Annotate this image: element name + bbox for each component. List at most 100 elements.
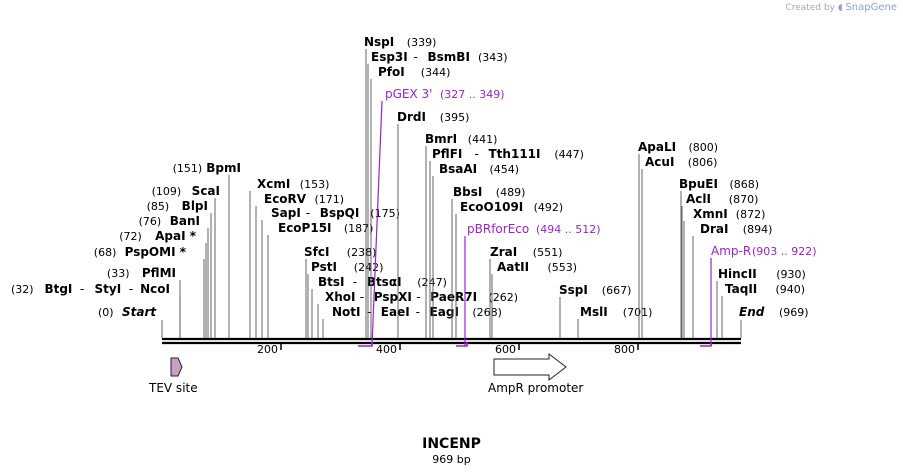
- map-length: 969 bp: [432, 453, 471, 466]
- site-separator: -: [414, 50, 418, 64]
- site-position: (551): [533, 246, 563, 259]
- ampr-promoter-label: AmpR promoter: [488, 381, 583, 395]
- site-name: HincII: [718, 267, 757, 281]
- site-name: EcoRV: [264, 192, 307, 206]
- primer-name: pGEX 3': [385, 87, 432, 101]
- site-position: (454): [490, 163, 520, 176]
- site-separator: -: [80, 282, 84, 296]
- site-name: SapI: [271, 206, 301, 220]
- site-name: SfcI: [304, 245, 329, 259]
- site-position: (447): [554, 148, 584, 161]
- scale-tick-label: 400: [376, 343, 397, 356]
- scale-tick-label: 200: [257, 343, 278, 356]
- site-separator: -: [416, 290, 420, 304]
- credit-brand: SnapGene: [845, 2, 897, 13]
- site-name: PflMI: [142, 266, 176, 280]
- site-position: (187): [344, 222, 374, 235]
- site-position: (441): [468, 133, 498, 146]
- site-position: (109): [152, 185, 182, 198]
- site-name: ApaLI: [638, 140, 676, 154]
- site-name: ZraI: [490, 245, 517, 259]
- primer-name: pBRforEco: [467, 222, 529, 236]
- primer-range: (494 .. 512): [536, 223, 601, 236]
- site-position: (68): [94, 246, 117, 259]
- start-position: (0): [98, 306, 114, 319]
- site-separator: -: [475, 147, 479, 161]
- site-name: EcoP15I: [278, 221, 332, 235]
- site-name: XhoI: [325, 290, 356, 304]
- site-name: PstI: [311, 260, 337, 274]
- site-position: (553): [548, 261, 578, 274]
- site-name: Esp3I: [371, 50, 408, 64]
- site-position: (242): [354, 261, 384, 274]
- site-name: BpmI: [206, 161, 241, 175]
- site-name: PfoI: [378, 65, 405, 79]
- site-name: DraI: [700, 222, 728, 236]
- site-position: (339): [407, 36, 437, 49]
- site-position: (806): [688, 156, 718, 169]
- site-name: EaeI: [381, 305, 410, 319]
- credit-prefix: Created by: [785, 3, 835, 13]
- tev-site-label: TEV site: [148, 381, 198, 395]
- map-title: INCENP: [422, 436, 481, 452]
- site-position: (85): [147, 200, 170, 213]
- site-position: (343): [478, 51, 508, 64]
- site-position: (395): [440, 111, 470, 124]
- site-name: BanI: [170, 214, 200, 228]
- site-separator: -: [306, 206, 310, 220]
- primer-binding-mark: [456, 342, 468, 347]
- site-name: ScaI: [192, 184, 220, 198]
- site-name: MslI: [580, 305, 608, 319]
- site-name: BsmBI: [428, 50, 470, 64]
- scale-tick-label: 800: [614, 343, 635, 356]
- site-name: SspI: [559, 283, 588, 297]
- tev-site-arrow: [170, 357, 183, 377]
- site-position: (800): [689, 141, 719, 154]
- end-position: (969): [779, 306, 809, 319]
- site-position: (930): [776, 268, 806, 281]
- site-name: StyI: [95, 282, 122, 296]
- site-name: PflFI: [432, 147, 462, 161]
- site-name: BsaAI: [439, 162, 477, 176]
- primer-connector: [371, 100, 383, 347]
- site-position: (72): [119, 230, 142, 243]
- site-name: PaeR7I: [430, 290, 477, 304]
- site-name: BlpI: [182, 199, 208, 213]
- site-name: NspI: [364, 35, 394, 49]
- site-name: EagI: [430, 305, 459, 319]
- primer-range: (903 .. 922): [752, 245, 817, 258]
- site-position: (868): [730, 178, 760, 191]
- site-name: DrdI: [397, 110, 426, 124]
- site-separator: -: [353, 275, 357, 289]
- site-position: (268): [472, 306, 502, 319]
- site-position: (153): [300, 178, 330, 191]
- snapgene-credit: Created by ◖ SnapGene: [785, 2, 897, 13]
- primer-name: Amp-R: [711, 244, 751, 258]
- site-position: (238): [347, 246, 377, 259]
- site-name: AatII: [497, 260, 529, 274]
- site-separator: -: [416, 305, 420, 319]
- site-name: XmnI: [693, 207, 728, 221]
- site-name: BpuEI: [679, 177, 718, 191]
- site-name: BtsαI: [367, 275, 402, 289]
- site-name: AcuI: [645, 155, 674, 169]
- site-name: NotI: [332, 305, 361, 319]
- site-position: (667): [602, 284, 632, 297]
- site-position: (870): [729, 193, 759, 206]
- snapgene-logo-icon: ◖: [837, 3, 843, 13]
- primer-range: (327 .. 349): [440, 88, 505, 101]
- site-name: BbsI: [453, 185, 482, 199]
- site-name: TaqII: [725, 282, 757, 296]
- site-position: (894): [743, 223, 773, 236]
- site-name: PspOMI *: [125, 245, 187, 259]
- scale-tick-label: 600: [495, 343, 516, 356]
- site-position: (701): [623, 306, 653, 319]
- site-position: (489): [496, 186, 526, 199]
- ampr-promoter-arrow: [493, 352, 567, 382]
- start-label: Start: [122, 305, 157, 319]
- site-separator: -: [367, 305, 371, 319]
- site-name: Tth111I: [489, 147, 541, 161]
- site-name: BtgI: [44, 282, 72, 296]
- site-position: (76): [139, 215, 162, 228]
